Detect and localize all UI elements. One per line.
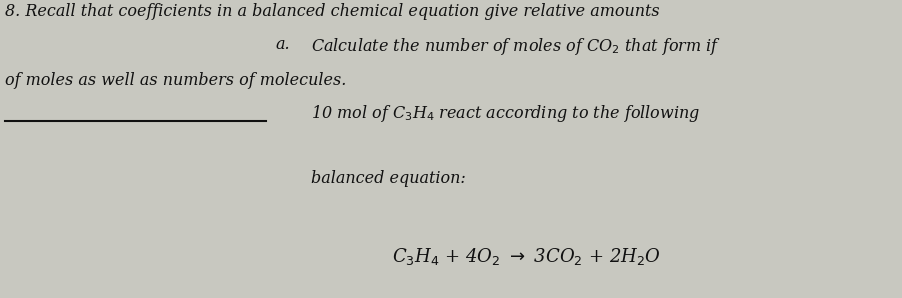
Text: a.: a. xyxy=(275,36,290,53)
Text: of moles as well as numbers of molecules.: of moles as well as numbers of molecules… xyxy=(5,72,345,89)
Text: balanced equation:: balanced equation: xyxy=(311,170,466,187)
Text: 10 mol of C$_3$H$_4$ react according to the following: 10 mol of C$_3$H$_4$ react according to … xyxy=(311,103,701,124)
Text: 8. Recall that coefficients in a balanced chemical equation give relative amount: 8. Recall that coefficients in a balance… xyxy=(5,3,659,20)
Text: C$_3$H$_4$ + 4O$_2$ $\rightarrow$ 3CO$_2$ + 2H$_2$O: C$_3$H$_4$ + 4O$_2$ $\rightarrow$ 3CO$_2… xyxy=(392,246,661,267)
Text: Calculate the number of moles of CO$_2$ that form if: Calculate the number of moles of CO$_2$ … xyxy=(311,36,722,57)
